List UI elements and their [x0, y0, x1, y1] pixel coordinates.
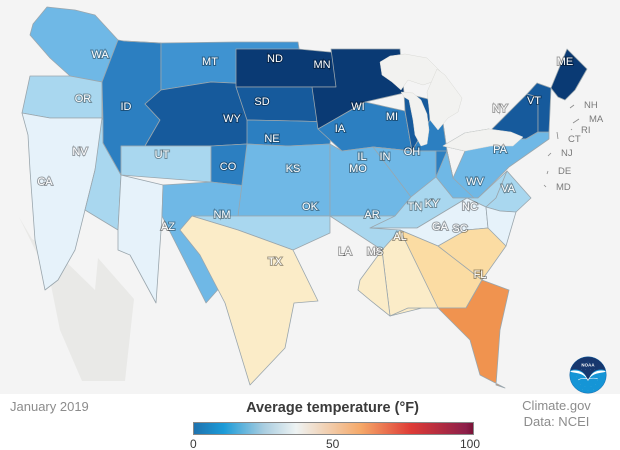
- svg-text:KY: KY: [425, 198, 440, 210]
- svg-text:NJ: NJ: [561, 148, 573, 159]
- svg-text:UT: UT: [155, 149, 170, 161]
- svg-text:IL: IL: [357, 151, 366, 163]
- svg-text:LA: LA: [338, 246, 352, 258]
- svg-text:VA: VA: [501, 183, 516, 195]
- svg-text:SC: SC: [452, 223, 467, 235]
- svg-text:WV: WV: [466, 176, 484, 188]
- svg-text:IA: IA: [335, 123, 346, 135]
- svg-text:RI: RI: [581, 125, 591, 136]
- svg-text:MS: MS: [367, 246, 384, 258]
- svg-text:OH: OH: [404, 146, 421, 158]
- svg-text:TX: TX: [268, 256, 283, 268]
- svg-text:CA: CA: [37, 176, 53, 188]
- svg-text:OK: OK: [302, 201, 319, 213]
- svg-text:ME: ME: [557, 56, 574, 68]
- svg-text:NM: NM: [213, 209, 230, 221]
- svg-text:SD: SD: [254, 96, 269, 108]
- svg-text:GA: GA: [432, 221, 449, 233]
- svg-text:MD: MD: [556, 182, 571, 193]
- svg-text:NV: NV: [72, 146, 88, 158]
- svg-text:NE: NE: [264, 133, 279, 145]
- svg-text:WY: WY: [223, 113, 241, 125]
- svg-text:KS: KS: [286, 163, 301, 175]
- svg-text:AL: AL: [393, 231, 406, 243]
- svg-text:NH: NH: [584, 100, 598, 111]
- svg-text:CT: CT: [568, 134, 581, 145]
- svg-text:MN: MN: [313, 59, 330, 71]
- svg-text:ND: ND: [267, 53, 283, 65]
- svg-text:AZ: AZ: [161, 221, 175, 233]
- svg-text:PA: PA: [493, 144, 508, 156]
- svg-text:FL: FL: [474, 269, 487, 281]
- svg-text:MO: MO: [349, 163, 367, 175]
- svg-text:MA: MA: [589, 114, 604, 125]
- svg-text:MT: MT: [202, 56, 218, 68]
- svg-text:AR: AR: [364, 209, 379, 221]
- svg-text:TN: TN: [408, 201, 423, 213]
- svg-text:NOAA: NOAA: [581, 362, 595, 367]
- svg-text:VT: VT: [527, 95, 541, 107]
- svg-text:CO: CO: [220, 161, 237, 173]
- svg-text:ID: ID: [121, 101, 132, 113]
- svg-text:WI: WI: [351, 101, 364, 113]
- svg-text:MI: MI: [386, 111, 398, 123]
- svg-text:WA: WA: [91, 49, 109, 61]
- svg-text:NY: NY: [492, 103, 508, 115]
- svg-text:NC: NC: [462, 201, 478, 213]
- svg-text:DE: DE: [558, 166, 571, 177]
- svg-text:OR: OR: [75, 93, 92, 105]
- svg-text:IN: IN: [380, 151, 391, 163]
